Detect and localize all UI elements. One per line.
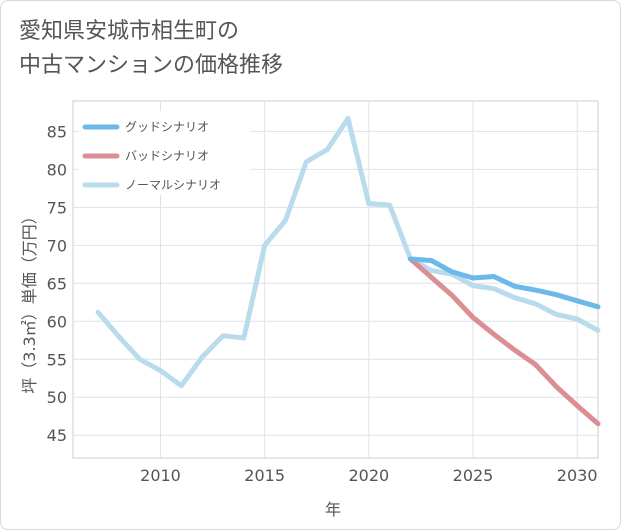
y-tick-labels: 45 50 55 60 65 70 75 80 85 <box>47 122 67 445</box>
y-tick-55: 55 <box>47 350 67 369</box>
series-line-good <box>408 256 601 310</box>
x-tick-2025: 2025 <box>453 466 494 485</box>
y-tick-80: 80 <box>47 160 67 179</box>
x-tick-2015: 2015 <box>244 466 285 485</box>
y-tick-50: 50 <box>47 388 67 407</box>
y-tick-75: 75 <box>47 198 67 217</box>
y-tick-45: 45 <box>47 426 67 445</box>
x-tick-2030: 2030 <box>557 466 598 485</box>
title-line-1: 愛知県安城市相生町の <box>19 19 240 44</box>
legend-label-bad: バッドシナリオ <box>125 149 209 163</box>
x-axis-label: 年 <box>325 500 341 519</box>
title-line-2: 中古マンションの価格推移 <box>19 53 284 78</box>
chart-title: 愛知県安城市相生町の 中古マンションの価格推移 <box>19 15 283 83</box>
x-tick-2010: 2010 <box>140 466 181 485</box>
series-layer <box>95 116 601 427</box>
y-tick-85: 85 <box>47 122 67 141</box>
series-line-normal <box>95 116 601 389</box>
y-tick-70: 70 <box>47 236 67 255</box>
x-tick-labels: 2010 2015 2020 2025 2030 <box>140 466 597 485</box>
legend: グッドシナリオ バッドシナリオ ノーマルシナリオ <box>79 111 251 195</box>
legend-label-good: グッドシナリオ <box>125 120 209 134</box>
y-axis-label: 坪（3.3㎡）単価（万円） <box>20 208 39 393</box>
y-tick-65: 65 <box>47 274 67 293</box>
y-tick-60: 60 <box>47 312 67 331</box>
x-tick-2020: 2020 <box>348 466 389 485</box>
legend-label-normal: ノーマルシナリオ <box>125 178 221 192</box>
series-line-bad <box>408 256 601 427</box>
